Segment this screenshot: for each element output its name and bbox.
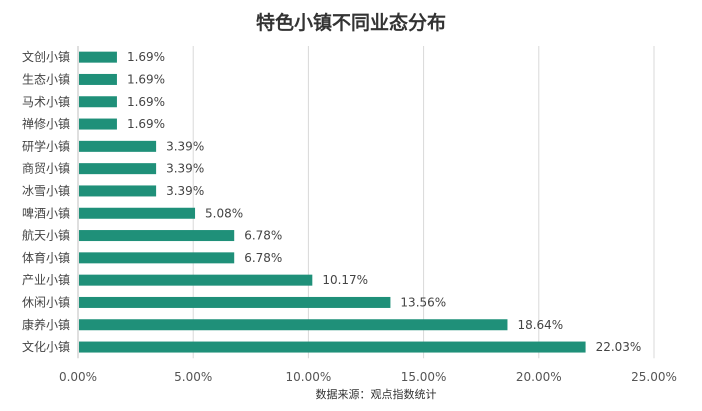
y-tick-label: 体育小镇 (22, 250, 70, 265)
data-label: 1.69% (127, 95, 165, 109)
data-label: 22.03% (596, 340, 642, 354)
y-tick-label: 文化小镇 (22, 339, 70, 354)
data-label: 1.69% (127, 50, 165, 64)
x-tick-label: 25.00% (631, 370, 677, 384)
x-tick-label: 0.00% (59, 370, 97, 384)
bar (79, 207, 196, 219)
y-tick-label: 文创小镇 (22, 49, 70, 64)
bar (79, 118, 117, 130)
data-label: 3.39% (166, 139, 204, 153)
data-label: 13.56% (400, 295, 446, 309)
bar (79, 230, 235, 242)
source-note: 数据来源：观点指数统计 (315, 388, 437, 401)
data-label: 5.08% (205, 206, 243, 220)
x-tick-label: 15.00% (401, 370, 447, 384)
y-tick-label: 康养小镇 (22, 317, 70, 332)
y-tick-label: 冰雪小镇 (22, 184, 70, 198)
chart-title: 特色小镇不同业态分布 (255, 12, 446, 34)
bar (79, 163, 157, 175)
bar (79, 51, 117, 63)
y-tick-label: 生态小镇 (22, 72, 70, 86)
data-label: 1.69% (127, 117, 165, 131)
data-label: 1.69% (127, 72, 165, 86)
y-tick-label: 禅修小镇 (22, 116, 70, 131)
bar (79, 341, 586, 353)
y-tick-label: 马术小镇 (22, 95, 70, 109)
data-label: 3.39% (166, 162, 204, 176)
bar (79, 252, 235, 264)
bar (79, 296, 391, 308)
bar (79, 73, 117, 85)
data-label: 18.64% (517, 318, 563, 332)
data-label: 3.39% (166, 184, 204, 198)
data-label: 10.17% (322, 273, 368, 287)
y-tick-label: 产业小镇 (22, 273, 70, 287)
y-tick-label: 商贸小镇 (22, 161, 70, 176)
data-label: 6.78% (244, 251, 282, 265)
data-label: 6.78% (244, 229, 282, 243)
x-tick-label: 5.00% (174, 370, 212, 384)
bar (79, 319, 508, 331)
bar (79, 185, 157, 197)
bar (79, 274, 313, 286)
y-tick-label: 休闲小镇 (22, 295, 70, 309)
x-tick-label: 10.00% (286, 370, 332, 384)
y-tick-label: 研学小镇 (22, 138, 70, 153)
bar (79, 140, 157, 152)
y-tick-label: 啤酒小镇 (22, 205, 70, 220)
bar (79, 96, 117, 108)
y-tick-label: 航天小镇 (22, 228, 70, 243)
x-tick-label: 20.00% (516, 370, 562, 384)
